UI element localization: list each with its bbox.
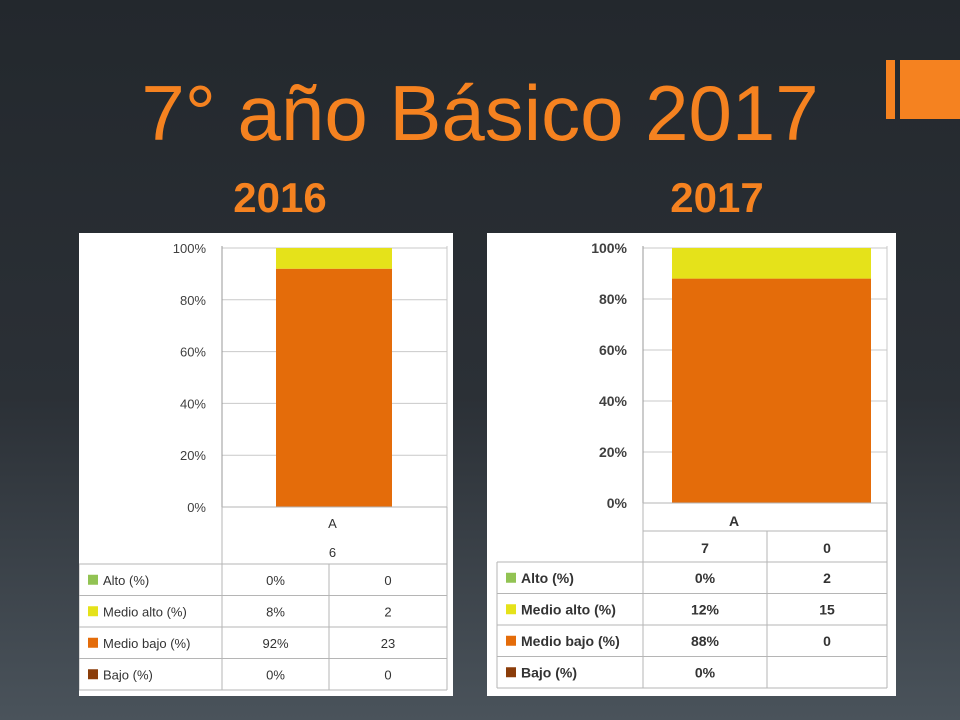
legend-swatch-alto	[506, 572, 516, 583]
legend-label: Alto (%)	[103, 573, 149, 588]
cell-percent: 12%	[691, 601, 720, 617]
category-label: A	[328, 516, 337, 531]
cell-percent: 92%	[262, 636, 288, 651]
legend-label: Medio alto (%)	[521, 601, 616, 617]
year-label-left: 2016	[233, 174, 327, 221]
bar-segment-medio-alto	[672, 248, 871, 279]
cell-percent: 0%	[695, 570, 716, 586]
y-tick-label: 40%	[599, 393, 628, 409]
y-tick-label: 20%	[180, 448, 206, 463]
legend-label: Bajo (%)	[521, 664, 577, 680]
legend-label: Medio alto (%)	[103, 604, 187, 619]
y-tick-label: 100%	[591, 240, 627, 256]
cell-count: 2	[384, 604, 391, 619]
y-tick-label: 40%	[180, 396, 206, 411]
bar-segment-medio-bajo	[672, 278, 871, 503]
cell-percent: 0%	[266, 573, 285, 588]
y-tick-label: 60%	[180, 345, 206, 360]
y-tick-label: 100%	[173, 241, 207, 256]
cell-count: 2	[823, 570, 831, 586]
cell-count: 0	[823, 633, 831, 649]
legend-swatch-bajo	[506, 667, 516, 678]
cell-count: 0	[384, 573, 391, 588]
y-tick-label: 20%	[599, 444, 628, 460]
cell-percent: 0%	[266, 667, 285, 682]
slide-title: 7° año Básico 2017	[141, 69, 819, 157]
decorative-bar	[886, 60, 895, 119]
cell-count: 0	[384, 667, 391, 682]
cell-count: 23	[381, 636, 395, 651]
cell-count: 15	[819, 601, 835, 617]
decorative-square	[900, 60, 960, 119]
legend-swatch-alto	[88, 574, 98, 585]
header-count: 0	[823, 540, 831, 556]
bar-segment-medio-alto	[276, 248, 392, 269]
legend-swatch-medio-alto	[88, 606, 98, 617]
header-count: 6	[329, 545, 336, 560]
cell-percent: 0%	[695, 664, 716, 680]
chart-panel-2017: 100% 80% 60% 40% 20% 0% A 7 0 Alto (%) 0% 2 Medio al…	[487, 233, 896, 696]
chart-2017: 100% 80% 60% 40% 20% 0% A 7 0 Alto (%) 0% 2 Medio al…	[496, 240, 888, 689]
legend-swatch-medio-bajo	[506, 635, 516, 646]
legend-label: Bajo (%)	[103, 667, 153, 682]
bar-segment-medio-bajo	[276, 268, 392, 507]
y-tick-label: 80%	[180, 293, 206, 308]
y-tick-label: 80%	[599, 291, 628, 307]
cell-percent: 88%	[691, 633, 720, 649]
legend-label: Medio bajo (%)	[103, 636, 190, 651]
cell-percent: 8%	[266, 604, 285, 619]
legend-swatch-medio-alto	[506, 604, 516, 615]
legend-swatch-medio-bajo	[88, 637, 98, 648]
year-label-right: 2017	[670, 174, 764, 221]
chart-panel-2016: 100% 80% 60% 40% 20% 0% A 6 Alto (%) 0% 0 Medio alt…	[79, 233, 453, 696]
header-count: 7	[701, 540, 709, 556]
legend-swatch-bajo	[88, 669, 98, 680]
legend-label: Alto (%)	[521, 570, 574, 586]
category-label: A	[729, 513, 739, 529]
legend-label: Medio bajo (%)	[521, 633, 620, 649]
y-tick-label: 0%	[607, 495, 628, 511]
y-tick-label: 60%	[599, 342, 628, 358]
y-tick-label: 0%	[187, 500, 206, 515]
